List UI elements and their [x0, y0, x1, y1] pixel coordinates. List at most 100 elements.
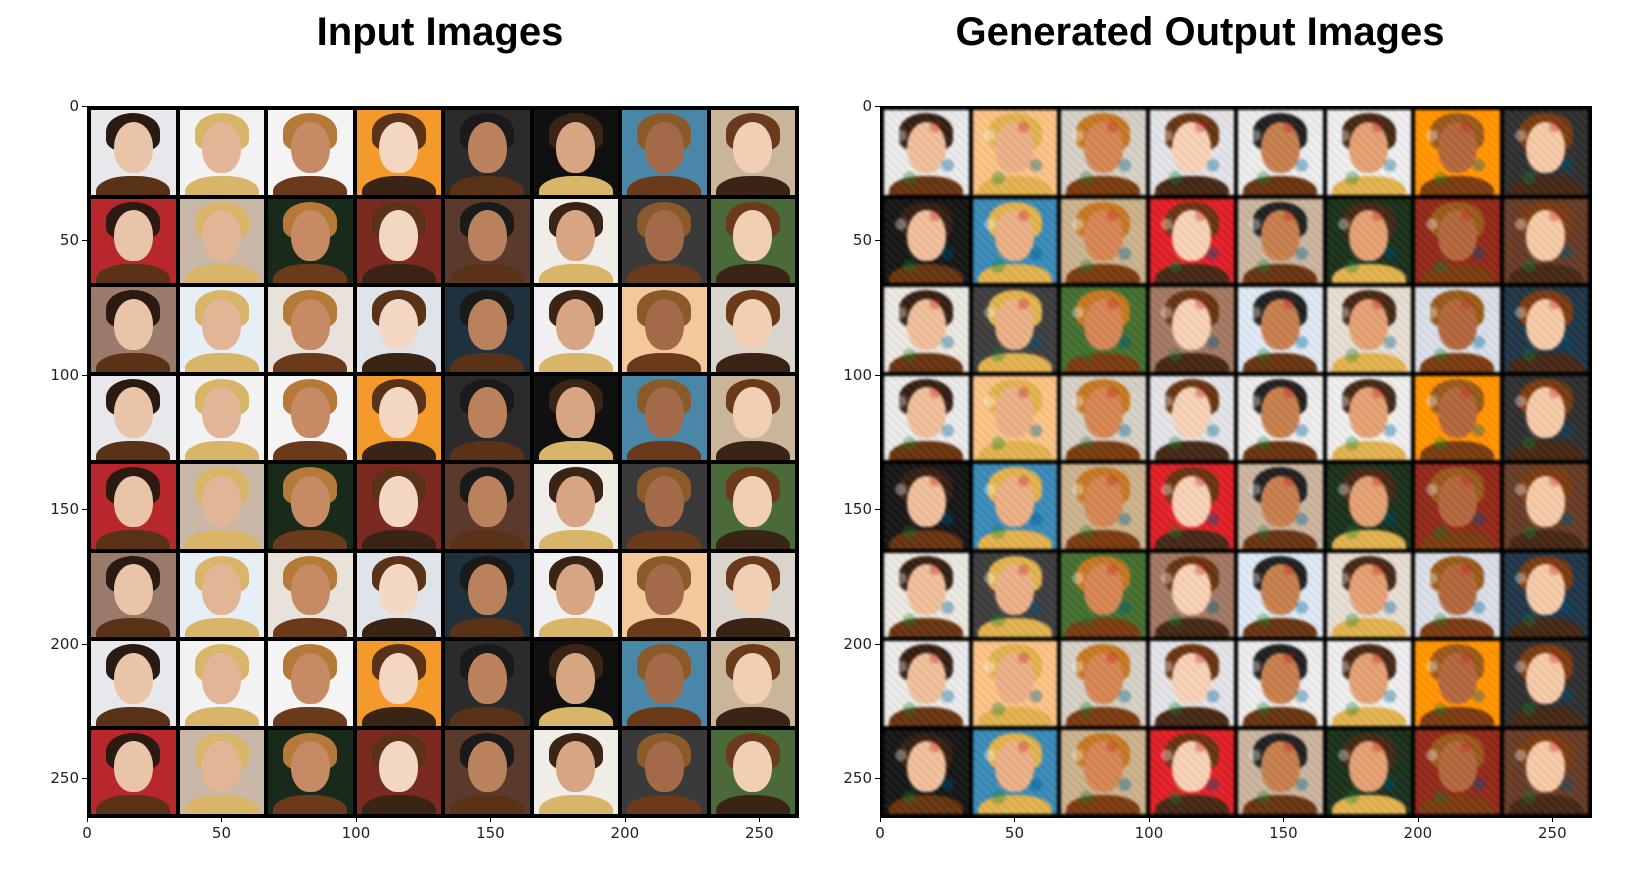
gan-noise-overlay: [884, 198, 969, 283]
shoulders-shape: [361, 618, 436, 637]
shoulders-shape: [450, 529, 525, 549]
y-tick-mark: [82, 509, 87, 511]
shoulders-shape: [1066, 795, 1141, 814]
input-face-tile: [710, 287, 795, 372]
gan-noise-overlay: [884, 464, 969, 549]
face-shape: [379, 652, 419, 704]
face-shape: [1260, 475, 1300, 527]
input-face-tile: [622, 287, 707, 372]
gan-noise-overlay: [1149, 375, 1234, 460]
face-shape: [1172, 741, 1212, 793]
gan-noise-overlay: [972, 464, 1057, 549]
face-shape: [644, 564, 684, 616]
face-shape: [202, 475, 242, 527]
x-tick-label: 200: [610, 824, 640, 842]
shoulders-shape: [715, 706, 790, 726]
input-face-tile: [445, 198, 530, 283]
face-shape: [1349, 475, 1389, 527]
generated-face-tile: [884, 641, 969, 726]
shoulders-shape: [977, 618, 1052, 637]
gan-noise-overlay: [972, 641, 1057, 726]
input-face-tile: [268, 198, 353, 283]
input-face-tile: [622, 198, 707, 283]
face-shape: [113, 210, 153, 262]
shoulders-shape: [361, 352, 436, 372]
y-tick-mark: [875, 509, 880, 511]
shoulders-shape: [96, 706, 171, 726]
face-shape: [290, 564, 330, 616]
x-tick-mark: [355, 817, 357, 822]
face-shape: [1172, 475, 1212, 527]
y-tick-label: 200: [843, 634, 872, 653]
generated-face-tile: [1149, 287, 1234, 372]
face-shape: [1437, 652, 1477, 704]
shoulders-shape: [1243, 618, 1318, 637]
gan-noise-overlay: [1415, 198, 1500, 283]
shoulders-shape: [361, 706, 436, 726]
y-tick-mark: [875, 374, 880, 376]
gan-noise-overlay: [1238, 464, 1323, 549]
shoulders-shape: [1243, 529, 1318, 549]
gan-noise-overlay: [972, 198, 1057, 283]
face-shape: [1083, 475, 1123, 527]
generated-face-tile: [884, 198, 969, 283]
input-face-tile: [533, 375, 618, 460]
shoulders-shape: [715, 618, 790, 637]
gan-noise-overlay: [1326, 198, 1411, 283]
face-shape: [733, 741, 773, 793]
face-shape: [1526, 475, 1566, 527]
face-shape: [1083, 298, 1123, 350]
face-shape: [1083, 210, 1123, 262]
generated-face-tile: [1238, 729, 1323, 814]
gan-noise-overlay: [884, 287, 969, 372]
face-shape: [644, 210, 684, 262]
face-shape: [113, 298, 153, 350]
input-face-tile: [622, 641, 707, 726]
x-tick-label: 250: [745, 824, 774, 842]
generated-face-tile: [1238, 287, 1323, 372]
face-shape: [113, 741, 153, 793]
face-shape: [1437, 298, 1477, 350]
face-shape: [1526, 741, 1566, 793]
generated-face-tile: [972, 641, 1057, 726]
face-shape: [1260, 741, 1300, 793]
generated-face-tile: [1149, 110, 1234, 195]
shoulders-shape: [977, 441, 1052, 460]
generated-output-images-grid: [881, 107, 1591, 817]
face-shape: [1526, 121, 1566, 173]
gan-noise-overlay: [1503, 464, 1588, 549]
x-tick-mark: [1148, 817, 1150, 822]
generated-face-tile: [1061, 110, 1146, 195]
face-shape: [1083, 564, 1123, 616]
face-shape: [113, 387, 153, 439]
input-face-tile: [91, 287, 176, 372]
y-tick-mark: [875, 643, 880, 645]
gan-noise-overlay: [1326, 729, 1411, 814]
shoulders-shape: [627, 175, 702, 195]
shoulders-shape: [715, 441, 790, 460]
generated-face-tile: [972, 552, 1057, 637]
shoulders-shape: [1154, 441, 1229, 460]
face-shape: [556, 387, 596, 439]
face-shape: [1437, 475, 1477, 527]
generated-face-tile: [1415, 198, 1500, 283]
generated-face-tile: [1149, 198, 1234, 283]
shoulders-shape: [1508, 264, 1583, 283]
face-shape: [467, 121, 507, 173]
shoulders-shape: [1508, 441, 1583, 460]
shoulders-shape: [1154, 264, 1229, 283]
face-shape: [995, 210, 1035, 262]
x-tick-mark: [1014, 817, 1016, 822]
face-shape: [906, 210, 946, 262]
face-shape: [467, 564, 507, 616]
face-shape: [1172, 298, 1212, 350]
face-shape: [644, 387, 684, 439]
shoulders-shape: [889, 795, 964, 814]
input-face-tile: [268, 641, 353, 726]
input-face-tile: [710, 110, 795, 195]
input-face-tile: [445, 729, 530, 814]
gan-noise-overlay: [1149, 552, 1234, 637]
shoulders-shape: [1420, 618, 1495, 637]
shoulders-shape: [538, 706, 613, 726]
input-face-tile: [710, 464, 795, 549]
